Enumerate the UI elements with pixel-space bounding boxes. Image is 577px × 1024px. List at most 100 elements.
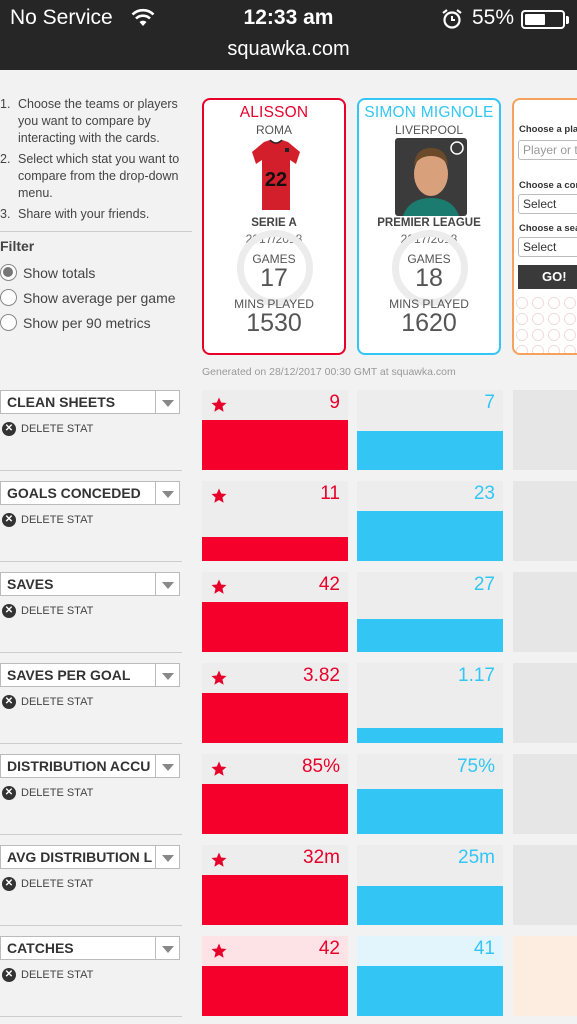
stat-dropdown[interactable]: GOALS CONCEDED — [0, 481, 180, 505]
star-icon — [211, 579, 227, 594]
delete-stat-button[interactable]: ✕ DELETE STAT — [2, 604, 93, 618]
filter-title: Filter — [0, 238, 35, 254]
radio-selected-icon[interactable] — [0, 264, 17, 281]
player-league: SERIE A — [251, 217, 297, 229]
stat-dropdown-value: AVG DISTRIBUTION L — [7, 849, 153, 865]
stat-dropdown-value: GOALS CONCEDED — [7, 485, 141, 501]
filter-average-per-game[interactable]: Show average per game — [0, 289, 176, 306]
carrier-label: No Service — [10, 6, 113, 29]
stat-bar — [357, 728, 503, 743]
close-icon: ✕ — [2, 695, 16, 709]
star-icon — [211, 761, 227, 776]
stat-cell-player-2: 1.17 — [357, 663, 503, 743]
chevron-down-icon[interactable] — [155, 755, 179, 777]
stat-dropdown-value: SAVES PER GOAL — [7, 667, 131, 683]
stat-bar — [357, 789, 503, 834]
stat-cell-empty — [513, 663, 577, 743]
stat-cell-player-2: 23 — [357, 481, 503, 561]
generated-note: Generated on 28/12/2017 00:30 GMT at squ… — [202, 366, 456, 378]
star-icon — [211, 670, 227, 685]
chevron-down-icon[interactable] — [155, 937, 179, 959]
stat-value: 32m — [303, 847, 340, 868]
delete-stat-button[interactable]: ✕ DELETE STAT — [2, 968, 93, 982]
mins-played-value: 1620 — [401, 309, 457, 337]
stat-dropdown[interactable]: SAVES — [0, 572, 180, 596]
go-button[interactable]: GO! — [518, 265, 577, 289]
delete-stat-button[interactable]: ✕ DELETE STAT — [2, 422, 93, 436]
stat-dropdown[interactable]: AVG DISTRIBUTION L — [0, 845, 180, 869]
stat-dropdown-value: SAVES — [7, 576, 54, 592]
divider — [0, 743, 182, 744]
instruction-item: 1. Choose the teams or players you want t… — [0, 97, 178, 145]
season-select[interactable]: Select — [518, 237, 577, 257]
player-card-mignolet[interactable]: SIMON MIGNOLE LIVERPOOL PREMIER LEAGUE 2… — [357, 98, 501, 355]
stat-cell-empty — [513, 481, 577, 561]
player-card-alisson[interactable]: ALISSON ROMA 22 SERIE A 2017/2018 GAMES … — [202, 98, 346, 355]
stat-cell-empty — [513, 754, 577, 834]
player-name: ALISSON — [239, 104, 309, 121]
mins-played-value: 1530 — [246, 309, 302, 337]
games-ring — [392, 230, 468, 306]
add-player-card[interactable]: Choose a pla Player or t Choose a con Se… — [512, 98, 577, 355]
star-icon — [211, 488, 227, 503]
clock: 12:33 am — [243, 6, 334, 29]
stat-cell-player-1: 9 — [202, 390, 348, 470]
chevron-down-icon[interactable] — [155, 664, 179, 686]
stat-bar — [202, 537, 348, 561]
stat-dropdown-value: CLEAN SHEETS — [7, 394, 116, 410]
stat-dropdown[interactable]: CLEAN SHEETS — [0, 390, 180, 414]
stat-cell-empty — [513, 845, 577, 925]
competition-select[interactable]: Select — [518, 194, 577, 214]
close-icon: ✕ — [2, 422, 16, 436]
stat-cell-player-2: 27 — [357, 572, 503, 652]
games-value: 18 — [415, 264, 443, 292]
stat-cell-player-2: 75% — [357, 754, 503, 834]
stat-dropdown[interactable]: SAVES PER GOAL — [0, 663, 180, 687]
stat-cell-player-2: 7 — [357, 390, 503, 470]
delete-stat-button[interactable]: ✕ DELETE STAT — [2, 695, 93, 709]
player-photo — [395, 138, 467, 216]
stat-value: 42 — [318, 938, 340, 959]
address-bar-url[interactable]: squawka.com — [227, 38, 350, 60]
divider — [0, 561, 182, 562]
alarm-icon — [442, 9, 462, 29]
svg-text:22: 22 — [265, 169, 287, 191]
chevron-down-icon[interactable] — [155, 391, 179, 413]
stat-dropdown[interactable]: DISTRIBUTION ACCU — [0, 754, 180, 778]
stat-value: 42 — [318, 574, 340, 595]
radio-icon[interactable] — [0, 289, 17, 306]
player-name: SIMON MIGNOLE — [364, 104, 494, 121]
radio-icon[interactable] — [0, 314, 17, 331]
chevron-down-icon[interactable] — [155, 846, 179, 868]
stat-value: 23 — [473, 483, 495, 504]
filter-per-90[interactable]: Show per 90 metrics — [0, 314, 151, 331]
stat-cell-empty — [513, 936, 577, 1016]
stat-dropdown[interactable]: CATCHES — [0, 936, 180, 960]
stat-value: 11 — [320, 483, 340, 504]
divider — [0, 652, 182, 653]
delete-stat-button[interactable]: ✕ DELETE STAT — [2, 877, 93, 891]
battery-percent: 55% — [472, 6, 515, 29]
stat-value: 41 — [473, 938, 495, 959]
star-icon — [211, 943, 227, 958]
shirt-icon: 22 — [252, 139, 300, 210]
stat-value: 85% — [301, 756, 340, 777]
player-search-input[interactable]: Player or t — [518, 140, 577, 160]
divider — [0, 834, 182, 835]
chevron-down-icon[interactable] — [155, 482, 179, 504]
stat-value: 7 — [484, 392, 495, 413]
delete-stat-button[interactable]: ✕ DELETE STAT — [2, 513, 93, 527]
stat-bar — [202, 784, 348, 834]
stat-cell-player-1: 3.82 — [202, 663, 348, 743]
stat-bar — [202, 420, 348, 470]
chevron-down-icon[interactable] — [155, 573, 179, 595]
decorative-pattern — [514, 295, 577, 353]
stat-value: 75% — [456, 756, 495, 777]
stat-bar — [357, 431, 503, 470]
status-bar: No Service 12:33 am 55% squawka.com — [0, 0, 577, 70]
filter-show-totals[interactable]: Show totals — [0, 264, 95, 281]
stat-value: 27 — [473, 574, 495, 595]
stat-cell-player-2: 25m — [357, 845, 503, 925]
delete-stat-button[interactable]: ✕ DELETE STAT — [2, 786, 93, 800]
divider — [0, 925, 182, 926]
